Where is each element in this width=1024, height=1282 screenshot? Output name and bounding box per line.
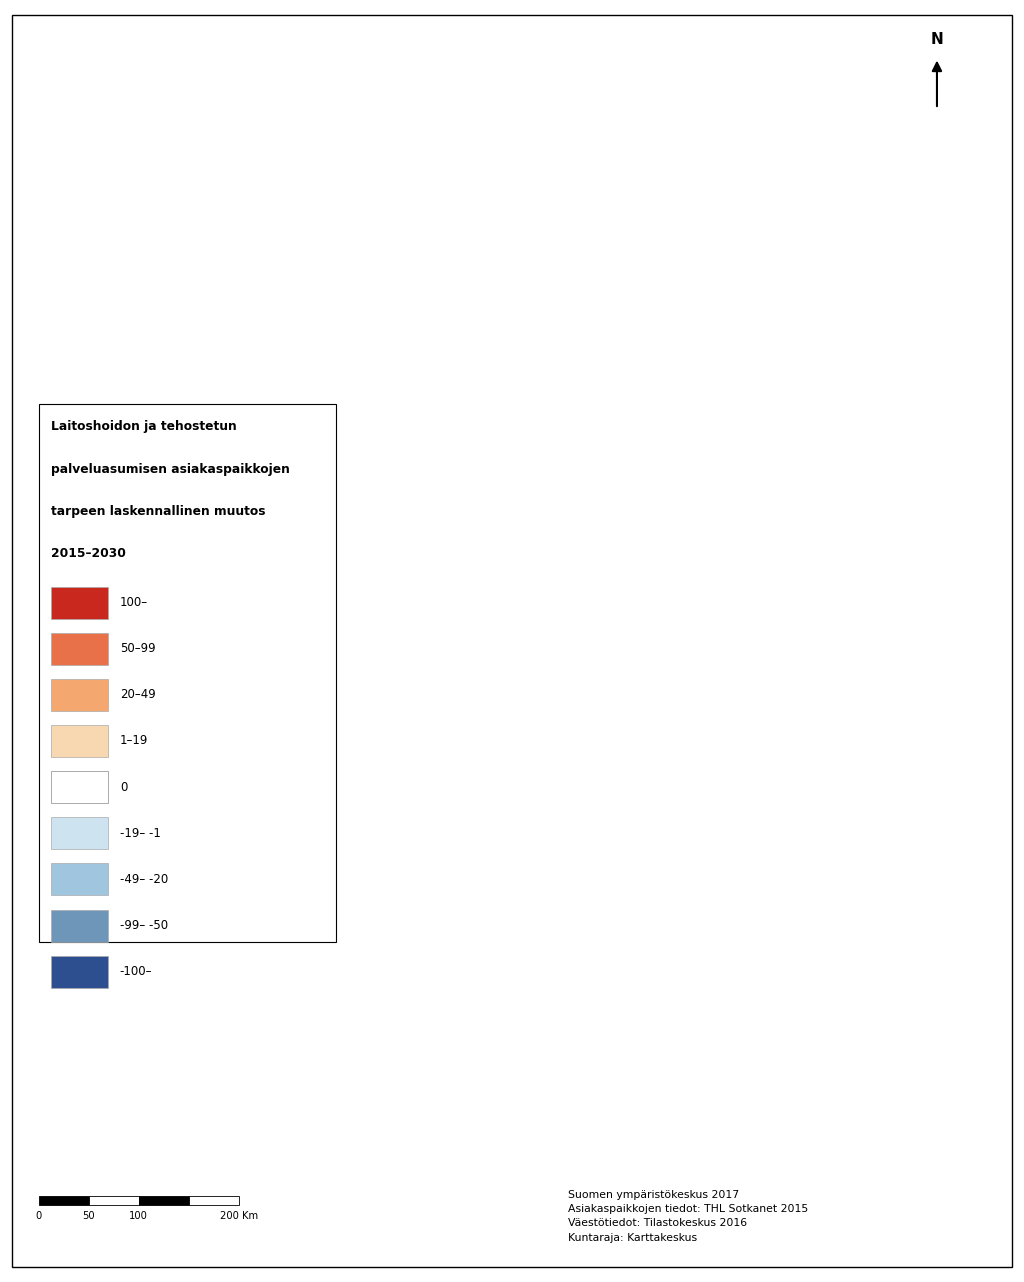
Text: -100–: -100– (120, 965, 153, 978)
Bar (51, 679, 108, 710)
Bar (51, 632, 108, 664)
Bar (89, 1196, 139, 1205)
Text: tarpeen laskennallinen muutos: tarpeen laskennallinen muutos (51, 505, 265, 518)
Text: 200 Km: 200 Km (219, 1211, 258, 1222)
Text: 2015–2030: 2015–2030 (51, 547, 126, 560)
Text: 100–: 100– (120, 596, 147, 609)
Text: 0: 0 (36, 1211, 42, 1222)
Text: 20–49: 20–49 (120, 688, 156, 701)
Bar (51, 724, 108, 756)
Text: 1–19: 1–19 (120, 735, 148, 747)
Bar (139, 1196, 188, 1205)
Text: Suomen ympäristökeskus 2017
Asiakaspaikkojen tiedot: THL Sotkanet 2015
Väestötie: Suomen ympäristökeskus 2017 Asiakaspaikk… (568, 1190, 809, 1242)
Text: N: N (931, 32, 943, 47)
Text: -19– -1: -19– -1 (120, 827, 161, 840)
Bar (188, 1196, 239, 1205)
Text: Laitoshoidon ja tehostetun: Laitoshoidon ja tehostetun (51, 420, 237, 433)
Bar (51, 864, 108, 895)
Bar (51, 955, 108, 987)
Text: 100: 100 (129, 1211, 148, 1222)
Bar (39, 404, 336, 942)
Bar (51, 818, 108, 849)
Bar (51, 770, 108, 803)
Text: -99– -50: -99– -50 (120, 919, 168, 932)
Text: 50: 50 (83, 1211, 95, 1222)
Text: 50–99: 50–99 (120, 642, 156, 655)
Bar (51, 586, 108, 618)
Bar (51, 910, 108, 941)
Text: 0: 0 (120, 781, 127, 794)
Bar (39, 1196, 89, 1205)
Text: -49– -20: -49– -20 (120, 873, 168, 886)
Text: palveluasumisen asiakaspaikkojen: palveluasumisen asiakaspaikkojen (51, 463, 290, 476)
